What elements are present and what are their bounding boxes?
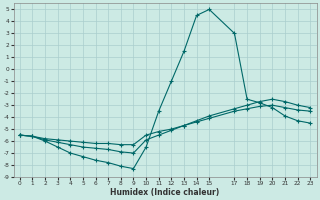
X-axis label: Humidex (Indice chaleur): Humidex (Indice chaleur) [110, 188, 220, 197]
